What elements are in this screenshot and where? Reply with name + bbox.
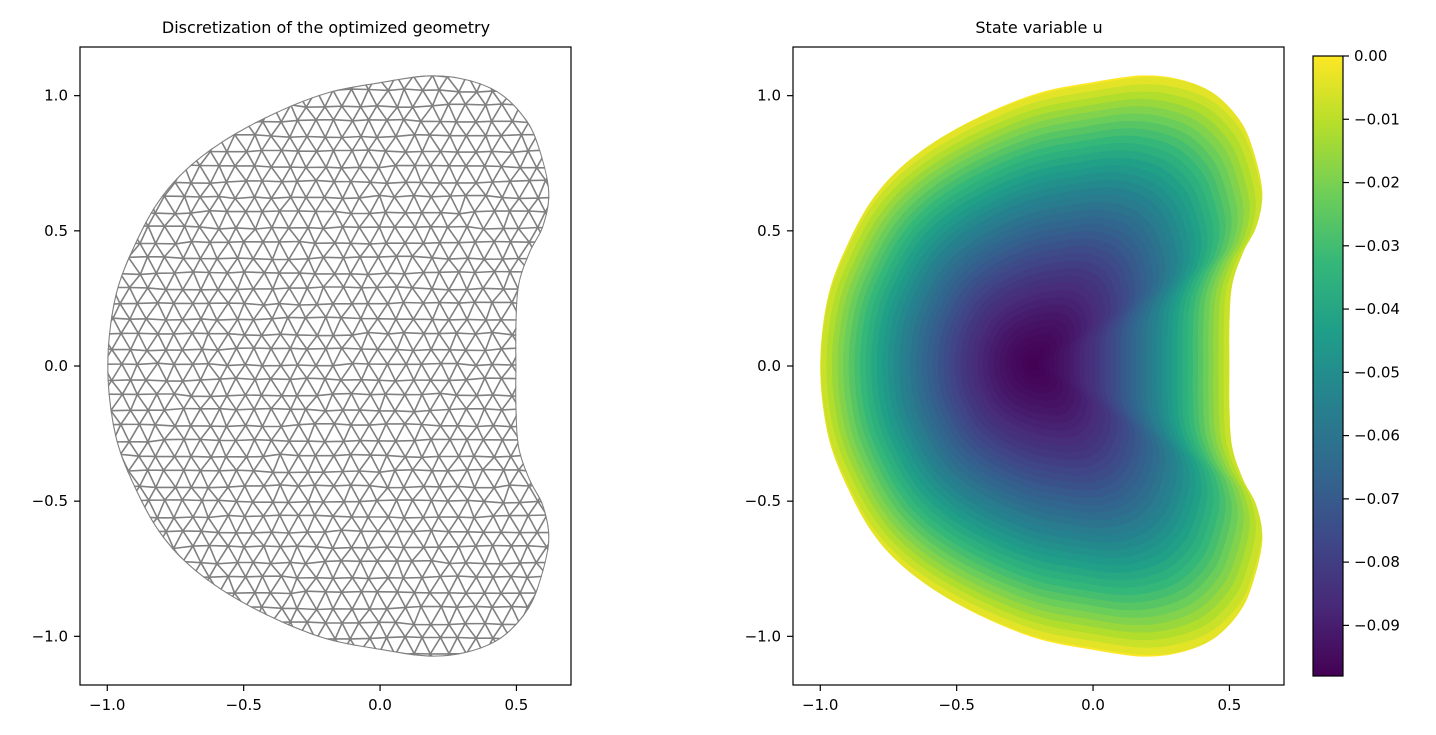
x-tick-label: 0.0	[368, 696, 392, 714]
y-tick-label: 0.5	[757, 222, 781, 240]
colorbar-tick-label: −0.09	[1354, 616, 1400, 634]
colorbar: 0.00 −0.01 −0.02 −0.03 −0.04 −0.05 −0.06 −0.07 −…	[1312, 47, 1400, 677]
mesh-y-axis: 1.0 0.5 0.0 −0.5 −1.0	[32, 87, 80, 645]
contour-fill	[820, 75, 1263, 657]
colorbar-tick-label: −0.02	[1354, 174, 1400, 192]
y-tick-label: −1.0	[745, 627, 781, 645]
contour-panel: State variable u −1.0 −0.5 0.0 0.5 1.0 0.5 0.…	[745, 18, 1285, 714]
x-tick-label: −0.5	[225, 696, 261, 714]
y-tick-label: 1.0	[44, 87, 68, 105]
x-tick-label: 0.5	[505, 696, 529, 714]
contour-x-axis: −1.0 −0.5 0.0 0.5	[802, 685, 1241, 714]
x-tick-label: 0.0	[1081, 696, 1105, 714]
colorbar-frame	[1312, 55, 1344, 677]
x-tick-label: −0.5	[938, 696, 974, 714]
y-tick-label: 1.0	[757, 87, 781, 105]
colorbar-ticks: 0.00 −0.01 −0.02 −0.03 −0.04 −0.05 −0.06 −0.07 −…	[1343, 47, 1400, 634]
x-tick-label: −1.0	[89, 696, 125, 714]
mesh-boundary	[107, 75, 550, 657]
y-tick-label: −0.5	[745, 492, 781, 510]
mesh-edges	[107, 75, 550, 657]
mesh-x-axis: −1.0 −0.5 0.0 0.5	[89, 685, 528, 714]
x-tick-label: 0.5	[1218, 696, 1242, 714]
y-tick-label: 0.0	[44, 357, 68, 375]
y-tick-label: 0.5	[44, 222, 68, 240]
contour-y-axis: 1.0 0.5 0.0 −0.5 −1.0	[745, 87, 793, 645]
y-tick-label: −0.5	[32, 492, 68, 510]
colorbar-tick-label: −0.01	[1354, 110, 1400, 128]
colorbar-tick-label: 0.00	[1354, 47, 1387, 65]
x-tick-label: −1.0	[802, 696, 838, 714]
contour-panel-title: State variable u	[975, 18, 1102, 37]
colorbar-tick-label: −0.07	[1354, 490, 1400, 508]
mesh-panel-title: Discretization of the optimized geometry	[162, 18, 490, 37]
mesh-panel: Discretization of the optimized geometry…	[32, 18, 572, 714]
contour-level	[1027, 355, 1040, 371]
colorbar-tick-label: −0.03	[1354, 237, 1400, 255]
colorbar-tick-label: −0.05	[1354, 363, 1400, 381]
colorbar-tick-label: −0.08	[1354, 553, 1400, 571]
y-tick-label: −1.0	[32, 627, 68, 645]
y-tick-label: 0.0	[757, 357, 781, 375]
mesh-triangulation	[107, 75, 550, 657]
colorbar-tick-label: −0.04	[1354, 300, 1400, 318]
colorbar-gradient	[1313, 56, 1343, 676]
colorbar-tick-label: −0.06	[1354, 427, 1400, 445]
